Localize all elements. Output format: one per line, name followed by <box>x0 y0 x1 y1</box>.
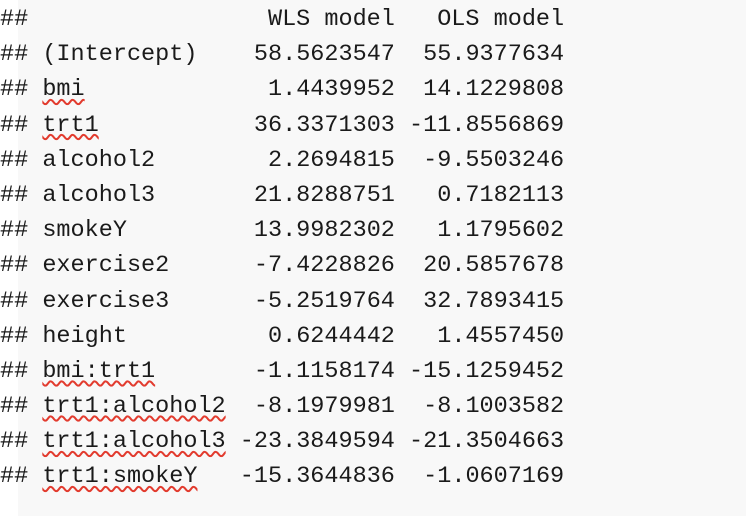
line-prefix: ## <box>0 322 29 350</box>
line-prefix: ## <box>0 252 29 280</box>
line-prefix: ## <box>0 146 29 174</box>
wls-value: -7.4228826 <box>253 252 395 280</box>
coefficient-row: ## alcohol3 21.8288751 0.7182113 <box>0 178 564 213</box>
ols-value: -21.3504663 <box>409 428 565 456</box>
coefficient-row: ## height 0.6244442 1.4557450 <box>0 319 564 354</box>
wls-value: -8.1979981 <box>253 393 395 421</box>
wls-value: 0.6244442 <box>267 322 395 350</box>
line-prefix: ## <box>0 6 29 33</box>
ols-value: 0.7182113 <box>437 181 565 209</box>
line-prefix: ## <box>0 181 29 209</box>
term-name: bmi <box>42 76 85 104</box>
wls-column-header: WLS model <box>267 6 395 33</box>
term-name: trt1:alcohol2 <box>42 393 226 421</box>
term-name: exercise3 <box>42 287 170 315</box>
header-line: ## WLS model OLS model <box>0 2 564 37</box>
wls-value: 1.4439952 <box>267 76 395 104</box>
coefficient-row: ## (Intercept) 58.5623547 55.9377634 <box>0 37 564 72</box>
term-name: alcohol3 <box>42 181 156 209</box>
term-name: trt1 <box>42 111 99 139</box>
coefficient-row: ## exercise3 -5.2519764 32.7893415 <box>0 284 564 319</box>
line-prefix: ## <box>0 393 29 421</box>
line-prefix: ## <box>0 463 29 491</box>
ols-value: 1.1795602 <box>437 217 565 245</box>
term-name: exercise2 <box>42 252 170 280</box>
coefficient-row: ## trt1:smokeY -15.3644836 -1.0607169 <box>0 459 564 494</box>
coefficient-row: ## smokeY 13.9982302 1.1795602 <box>0 213 564 248</box>
wls-value: 36.3371303 <box>253 111 395 139</box>
wls-value: -5.2519764 <box>253 287 395 315</box>
wls-value: -1.1158174 <box>253 357 395 385</box>
coefficient-row: ## exercise2 -7.4228826 20.5857678 <box>0 248 564 283</box>
term-name: bmi:trt1 <box>42 357 156 385</box>
ols-value: -15.1259452 <box>409 357 565 385</box>
wls-value: 21.8288751 <box>253 181 395 209</box>
term-name: alcohol2 <box>42 146 156 174</box>
line-prefix: ## <box>0 76 29 104</box>
code-output-panel <box>18 0 746 516</box>
ols-value: 1.4557450 <box>437 322 565 350</box>
ols-value: 20.5857678 <box>423 252 565 280</box>
line-prefix: ## <box>0 428 29 456</box>
ols-value: -1.0607169 <box>423 463 565 491</box>
line-prefix: ## <box>0 41 29 69</box>
wls-value: -23.3849594 <box>239 428 395 456</box>
coefficient-row: ## trt1 36.3371303 -11.8556869 <box>0 108 564 143</box>
wls-value: -15.3644836 <box>239 463 395 491</box>
wls-value: 13.9982302 <box>253 217 395 245</box>
ols-value: 55.9377634 <box>423 41 565 69</box>
coefficient-row: ## alcohol2 2.2694815 -9.5503246 <box>0 143 564 178</box>
term-name: smokeY <box>42 217 127 245</box>
ols-value: -8.1003582 <box>423 393 565 421</box>
ols-value: -11.8556869 <box>409 111 565 139</box>
coefficient-row: ## bmi:trt1 -1.1158174 -15.1259452 <box>0 354 564 389</box>
ols-value: -9.5503246 <box>423 146 565 174</box>
ols-value: 14.1229808 <box>423 76 565 104</box>
coefficient-row: ## trt1:alcohol2 -8.1979981 -8.1003582 <box>0 389 564 424</box>
line-prefix: ## <box>0 287 29 315</box>
regression-output: ## WLS model OLS model ## (Intercept) 58.… <box>0 2 564 495</box>
ols-value: 32.7893415 <box>423 287 565 315</box>
coefficient-row: ## bmi 1.4439952 14.1229808 <box>0 72 564 107</box>
wls-value: 2.2694815 <box>267 146 395 174</box>
coefficient-row: ## trt1:alcohol3 -23.3849594 -21.3504663 <box>0 424 564 459</box>
term-name: height <box>42 322 127 350</box>
term-name: trt1:alcohol3 <box>42 428 226 456</box>
line-prefix: ## <box>0 111 29 139</box>
line-prefix: ## <box>0 217 29 245</box>
wls-value: 58.5623547 <box>253 41 395 69</box>
term-name: (Intercept) <box>42 41 198 69</box>
term-name: trt1:smokeY <box>42 463 198 491</box>
line-prefix: ## <box>0 357 29 385</box>
ols-column-header: OLS model <box>437 6 565 33</box>
